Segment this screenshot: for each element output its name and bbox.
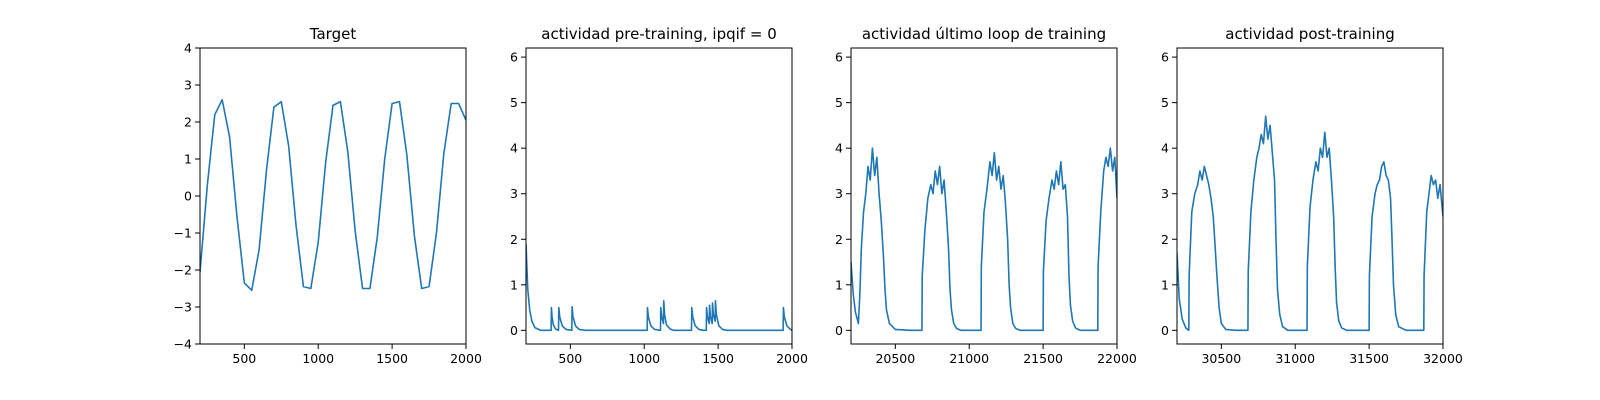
x-tick-label: 21500 xyxy=(1023,351,1063,366)
y-tick-label: 6 xyxy=(510,50,518,65)
series-line xyxy=(200,99,466,292)
y-tick-label: 0 xyxy=(510,323,518,338)
x-tick-label: 22000 xyxy=(1097,351,1137,366)
y-tick-label: 4 xyxy=(1161,141,1169,156)
y-tick-label: 4 xyxy=(184,41,192,56)
series-line xyxy=(851,147,1117,332)
x-tick-label: 31000 xyxy=(1275,351,1315,366)
x-tick-label: 500 xyxy=(558,351,582,366)
y-tick-label: −2 xyxy=(174,263,192,278)
y-tick-label: 2 xyxy=(184,115,192,130)
x-tick-label: 21000 xyxy=(949,351,989,366)
y-tick-label: 5 xyxy=(835,95,843,110)
y-tick-label: 4 xyxy=(835,141,843,156)
x-tick-label: 1500 xyxy=(376,351,408,366)
axes-frame xyxy=(199,47,467,345)
y-tick-label: 1 xyxy=(1161,277,1169,292)
x-tick-label: 1500 xyxy=(702,351,734,366)
y-tick-label: 0 xyxy=(1161,323,1169,338)
x-tick-label: 2000 xyxy=(776,351,808,366)
x-tick-label: 2000 xyxy=(450,351,482,366)
y-tick-label: 2 xyxy=(835,232,843,247)
y-tick-label: 6 xyxy=(835,50,843,65)
y-tick-label: 3 xyxy=(184,78,192,93)
x-tick-label: 30500 xyxy=(1201,351,1241,366)
x-tick-label: 1000 xyxy=(302,351,334,366)
y-tick-label: 3 xyxy=(835,186,843,201)
y-tick-label: 6 xyxy=(1161,50,1169,65)
x-tick-label: 1000 xyxy=(628,351,660,366)
y-tick-label: 0 xyxy=(184,189,192,204)
y-tick-label: 1 xyxy=(510,277,518,292)
y-tick-label: −1 xyxy=(174,226,192,241)
y-tick-label: 4 xyxy=(510,141,518,156)
y-tick-label: 5 xyxy=(1161,95,1169,110)
x-tick-label: 32000 xyxy=(1423,351,1463,366)
y-tick-label: 1 xyxy=(184,152,192,167)
y-tick-label: 3 xyxy=(510,186,518,201)
y-tick-label: 2 xyxy=(1161,232,1169,247)
y-tick-label: 0 xyxy=(835,323,843,338)
y-tick-label: 3 xyxy=(1161,186,1169,201)
axes-frame xyxy=(1176,47,1444,345)
chart-title: Target xyxy=(309,25,357,43)
chart-title: actividad último loop de training xyxy=(862,25,1106,43)
axes-frame xyxy=(850,47,1118,345)
y-tick-label: −4 xyxy=(174,337,192,352)
y-tick-label: 2 xyxy=(510,232,518,247)
series-line xyxy=(1177,115,1443,332)
y-tick-label: 1 xyxy=(835,277,843,292)
x-tick-label: 500 xyxy=(232,351,256,366)
chart-title: actividad pre-training, ipqif = 0 xyxy=(541,25,777,43)
series-line xyxy=(526,243,792,332)
chart-title: actividad post-training xyxy=(1225,25,1394,43)
y-tick-label: −3 xyxy=(174,300,192,315)
x-tick-label: 20500 xyxy=(875,351,915,366)
x-tick-label: 31500 xyxy=(1349,351,1389,366)
axes-frame xyxy=(525,47,793,345)
y-tick-label: 5 xyxy=(510,95,518,110)
